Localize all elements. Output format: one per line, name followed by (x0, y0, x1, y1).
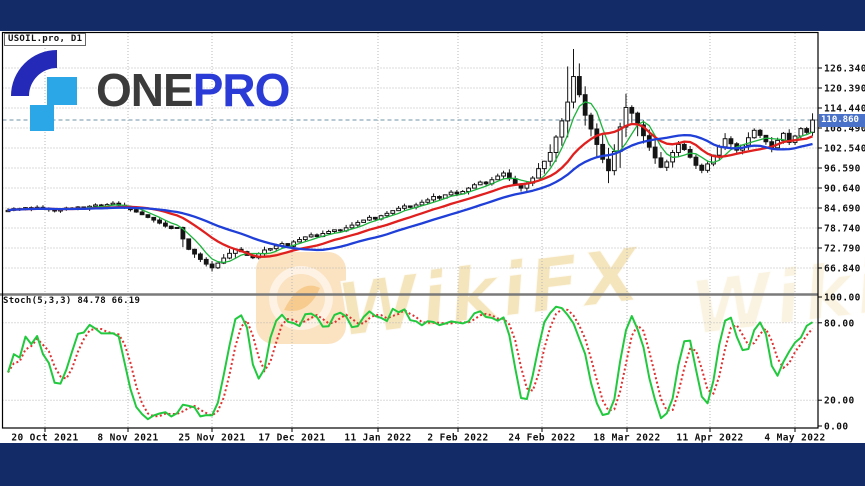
symbol-timeframe-label: USOIL.pro, D1 (4, 33, 87, 46)
onepro-logo: ONEPRO (8, 44, 291, 136)
ma-slow-line (7, 133, 813, 252)
price-axis-label: 120.390 (824, 84, 865, 95)
stochastic-indicator-label: Stoch(5,3,3) 84.78 66.19 (3, 296, 141, 306)
date-axis-label: 4 May 2022 (764, 433, 825, 444)
price-axis-label: 102.540 (824, 144, 865, 155)
ma-mid-line (7, 122, 813, 258)
date-axis-label: 8 Nov 2021 (97, 433, 158, 444)
date-axis-label: 2 Feb 2022 (427, 433, 488, 444)
price-axis-label: 90.640 (824, 184, 861, 195)
date-axis-label: 24 Feb 2022 (508, 433, 575, 444)
stoch-axis-label: 100.00 (824, 293, 861, 304)
price-axis-label: 78.740 (824, 224, 861, 235)
stoch-main-line (7, 305, 814, 421)
stoch-signal-line (7, 308, 814, 418)
date-axis-label: 17 Dec 2021 (258, 433, 325, 444)
date-axis-label: 11 Jan 2022 (344, 433, 411, 444)
top-letterbox-band (0, 0, 865, 31)
plot-border (1, 31, 819, 429)
onepro-logo-icon (11, 50, 77, 131)
price-axis-label: 66.840 (824, 264, 861, 275)
current-price-tag: 110.860 (819, 113, 865, 127)
price-axis-label: 96.590 (824, 164, 861, 175)
price-axis-label: 126.340 (824, 64, 865, 75)
date-axis-label: 20 Oct 2021 (11, 433, 78, 444)
price-axis-label: 84.690 (824, 204, 861, 215)
date-axis-label: 18 Mar 2022 (593, 433, 660, 444)
axis-labels: 126.340 120.390 114.440 108.490 102.540 96.59… (11, 64, 865, 444)
price-axis-label: 114.440 (824, 104, 865, 115)
stoch-axis-label: 20.00 (824, 396, 855, 407)
date-axis-label: 11 Apr 2022 (676, 433, 743, 444)
logo-text-one: ONE (96, 64, 194, 116)
bottom-letterbox-band (0, 443, 865, 486)
price-axis-label: 108.490 (824, 124, 865, 135)
onepro-logo-text: ONEPRO (96, 44, 291, 136)
logo-text-pro: PRO (192, 64, 291, 116)
stoch-axis-label: 80.00 (824, 318, 855, 329)
stoch-axis-label: 0.00 (824, 422, 848, 433)
ma-fast-line (7, 101, 813, 264)
price-axis-label: 72.790 (824, 244, 861, 255)
date-axis-label: 25 Nov 2021 (178, 433, 245, 444)
